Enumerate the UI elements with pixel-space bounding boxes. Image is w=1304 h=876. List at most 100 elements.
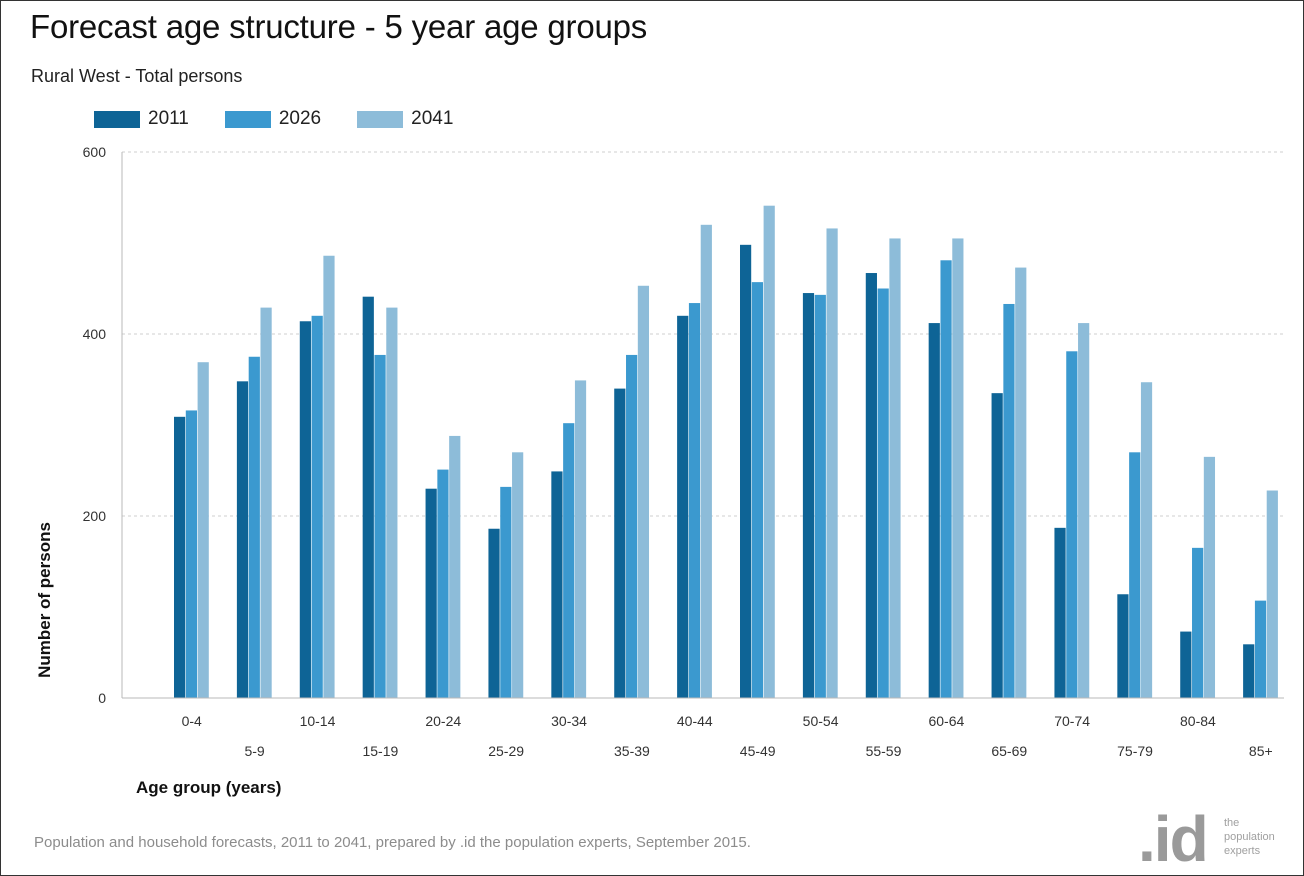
bar-2026-60-64[interactable]	[940, 260, 952, 698]
x-tick-label: 0-4	[182, 713, 202, 729]
x-tick-label: 60-64	[928, 713, 964, 729]
bar-2026-10-14[interactable]	[311, 315, 323, 698]
chart-subtitle: Rural West - Total persons	[31, 66, 243, 86]
bar-2041-0-4[interactable]	[197, 362, 209, 698]
bar-2026-35-39[interactable]	[626, 354, 638, 698]
x-tick-label: 5-9	[244, 743, 264, 759]
footer-source-note: Population and household forecasts, 2011…	[34, 834, 751, 851]
bar-2011-60-64[interactable]	[928, 323, 940, 698]
x-tick-label: 10-14	[300, 713, 336, 729]
x-tick-label: 20-24	[425, 713, 461, 729]
bar-2041-30-34[interactable]	[574, 380, 587, 698]
bar-2011-25-29[interactable]	[488, 528, 500, 698]
bar-2011-45-49[interactable]	[740, 244, 752, 698]
bar-2011-65-69[interactable]	[991, 393, 1003, 698]
y-tick-label: 600	[83, 144, 107, 160]
bar-2011-35-39[interactable]	[614, 388, 626, 698]
logo-line-1: the	[1224, 817, 1240, 829]
x-tick-label: 45-49	[740, 743, 776, 759]
logo-tagline: the population experts	[1224, 816, 1275, 858]
bar-2026-20-24[interactable]	[437, 469, 449, 698]
bar-2041-25-29[interactable]	[512, 452, 524, 698]
bar-2026-65-69[interactable]	[1003, 303, 1015, 698]
y-tick-label: 0	[98, 690, 106, 706]
bar-2011-50-54[interactable]	[802, 293, 815, 698]
bar-2011-55-59[interactable]	[865, 273, 877, 698]
x-axis-ticks: 0-4 5-9 10-14 15-19 20-24 25-29 30-34 35-39 40-4…	[182, 713, 1273, 759]
bars	[174, 205, 1278, 699]
bar-2026-45-49[interactable]	[751, 282, 763, 698]
bar-2011-85+[interactable]	[1243, 644, 1255, 698]
bar-2011-30-34[interactable]	[551, 471, 563, 698]
bar-2041-5-9[interactable]	[260, 307, 272, 698]
y-axis-title: Number of persons	[35, 522, 54, 678]
x-tick-label: 65-69	[991, 743, 1027, 759]
legend-swatch-2026	[224, 110, 271, 128]
bar-2041-15-19[interactable]	[386, 307, 398, 698]
bar-2011-15-19[interactable]	[362, 296, 374, 698]
bar-2026-0-4[interactable]	[185, 410, 197, 698]
bar-2011-10-14[interactable]	[299, 321, 311, 698]
bar-2041-60-64[interactable]	[952, 238, 964, 698]
bar-2041-50-54[interactable]	[826, 228, 838, 698]
x-tick-label: 15-19	[362, 743, 398, 759]
x-tick-label: 75-79	[1117, 743, 1153, 759]
bar-2041-70-74[interactable]	[1078, 323, 1090, 698]
legend: 2011 2026 2041	[94, 108, 453, 130]
y-tick-label: 400	[83, 326, 107, 342]
x-tick-label: 80-84	[1180, 713, 1216, 729]
bar-2026-55-59[interactable]	[877, 288, 889, 699]
legend-item-2026[interactable]: 2026	[224, 108, 322, 130]
x-tick-label: 85+	[1249, 743, 1273, 759]
logo-mark: .id	[1138, 803, 1209, 875]
x-tick-label: 55-59	[866, 743, 902, 759]
bar-2011-40-44[interactable]	[677, 315, 689, 698]
bar-2026-30-34[interactable]	[563, 423, 575, 698]
bar-2041-45-49[interactable]	[763, 205, 775, 698]
bar-2041-55-59[interactable]	[889, 238, 901, 698]
legend-item-2041[interactable]: 2041	[357, 108, 453, 130]
bar-2041-20-24[interactable]	[449, 435, 461, 698]
bar-2041-35-39[interactable]	[637, 285, 650, 698]
bar-2041-80-84[interactable]	[1203, 456, 1216, 698]
bar-2041-10-14[interactable]	[323, 255, 335, 699]
bar-2041-65-69[interactable]	[1015, 267, 1027, 698]
y-tick-label: 200	[83, 508, 107, 524]
bar-2026-75-79[interactable]	[1129, 452, 1141, 698]
bar-2011-75-79[interactable]	[1117, 594, 1129, 698]
x-tick-label: 25-29	[488, 743, 524, 759]
x-tick-label: 40-44	[677, 713, 713, 729]
bar-2026-25-29[interactable]	[500, 486, 512, 698]
bar-2026-85+[interactable]	[1254, 600, 1267, 698]
legend-item-2011[interactable]: 2011	[94, 108, 189, 130]
legend-swatch-2041	[357, 110, 404, 128]
logo-line-2: population	[1224, 831, 1275, 843]
bar-2026-50-54[interactable]	[814, 294, 826, 698]
bar-2011-5-9[interactable]	[236, 381, 249, 698]
bar-2026-40-44[interactable]	[688, 303, 701, 698]
bar-2026-5-9[interactable]	[248, 356, 260, 698]
legend-label-2026: 2026	[278, 108, 322, 129]
bar-2041-75-79[interactable]	[1140, 382, 1153, 698]
bar-2026-80-84[interactable]	[1192, 547, 1204, 698]
x-tick-label: 70-74	[1054, 713, 1090, 729]
chart-title: Forecast age structure - 5 year age grou…	[30, 8, 648, 45]
bar-2011-20-24[interactable]	[425, 488, 437, 698]
bar-2041-85+[interactable]	[1266, 490, 1278, 698]
x-tick-label: 35-39	[614, 743, 650, 759]
x-axis-title: Age group (years)	[136, 778, 281, 797]
x-tick-label: 50-54	[803, 713, 839, 729]
bar-2011-80-84[interactable]	[1180, 631, 1192, 698]
bar-2026-15-19[interactable]	[374, 354, 386, 698]
y-axis-ticks: 0 200 400 600	[83, 144, 107, 706]
bar-2041-40-44[interactable]	[700, 224, 712, 699]
legend-label-2041: 2041	[411, 108, 454, 129]
x-tick-label: 30-34	[551, 713, 587, 729]
bar-2011-0-4[interactable]	[174, 416, 186, 698]
legend-label-2011: 2011	[148, 108, 189, 129]
id-logo: .id the population experts	[1138, 803, 1298, 875]
bar-2011-70-74[interactable]	[1054, 527, 1066, 698]
legend-swatch-2011	[94, 110, 140, 128]
bar-2026-70-74[interactable]	[1066, 351, 1078, 698]
